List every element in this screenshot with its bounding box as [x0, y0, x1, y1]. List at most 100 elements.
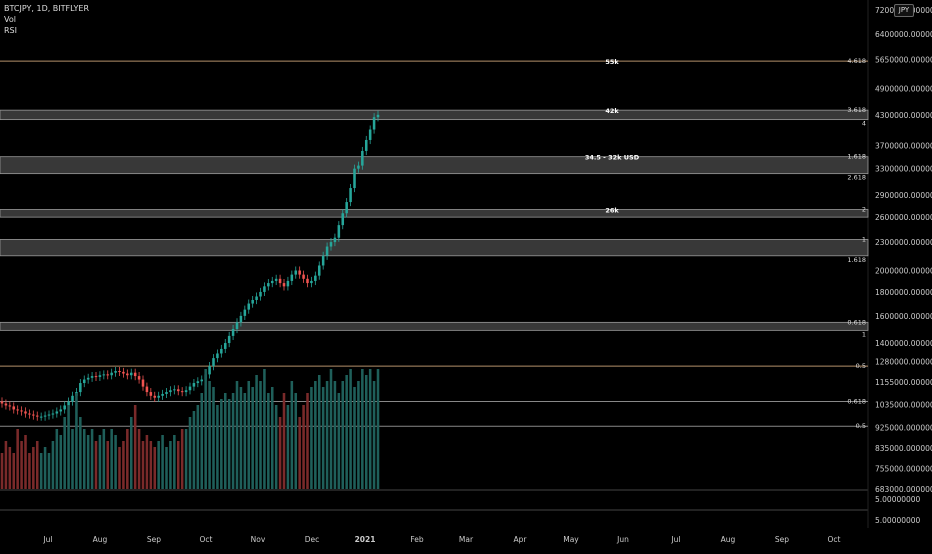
time-axis-label: Jul: [670, 535, 680, 544]
candle-body: [317, 265, 321, 276]
volume-bar: [306, 393, 309, 489]
candle-body: [220, 348, 223, 354]
currency-badge[interactable]: JPY: [894, 4, 914, 17]
volume-bar: [357, 381, 360, 489]
volume-bar: [20, 441, 23, 489]
price-axis-label: 5650000.00000000: [875, 55, 932, 64]
volume-bar: [94, 441, 98, 489]
candle-body: [32, 414, 35, 416]
candle-body: [372, 117, 376, 130]
volume-bar: [263, 369, 266, 489]
level-annotation: 26k: [605, 206, 619, 214]
candle-body: [231, 329, 235, 336]
volume-bar: [51, 441, 55, 489]
volume-bar: [32, 447, 35, 489]
volume-bar: [79, 417, 82, 489]
price-axis-label: 3700000.00000000: [875, 141, 932, 150]
candle-body: [196, 381, 200, 384]
volume-bar: [267, 393, 270, 489]
candle-body: [270, 280, 274, 284]
volume-bar: [35, 441, 39, 489]
candle-body: [98, 375, 102, 377]
volume-bar: [235, 381, 239, 489]
volume-bar: [169, 441, 172, 489]
price-axis-label: 3300000.00000000: [875, 165, 932, 174]
volume-bar: [39, 453, 43, 489]
volume-bar: [341, 381, 345, 489]
fib-ratio-label: 3.618: [847, 106, 866, 114]
volume-bar: [227, 399, 231, 489]
chart-legend: BTCJPY, 1D, BITFLYER Vol RSI: [4, 3, 89, 36]
candle-body: [110, 372, 113, 376]
candle-body: [71, 395, 74, 402]
candle-body: [24, 411, 27, 414]
volume-bar: [47, 453, 51, 489]
fib-ratio-label: 1.618: [847, 256, 866, 264]
fib-ratio-label: 1.618: [847, 153, 866, 161]
time-axis-label: May: [563, 535, 579, 544]
candle-body: [286, 280, 290, 287]
volume-bar: [145, 435, 149, 489]
volume-bar: [251, 387, 254, 489]
price-axis-label: 1800000.00000000: [875, 288, 932, 297]
volume-bar: [0, 453, 4, 489]
fib-ratio-label: 0.618: [847, 398, 866, 406]
candle-body: [59, 409, 63, 412]
volume-bar: [173, 435, 176, 489]
candle-body: [337, 225, 341, 238]
volume-bar: [243, 393, 247, 489]
candle-body: [126, 373, 129, 376]
candle-body: [223, 343, 227, 349]
candle-body: [122, 371, 125, 374]
time-axis-label: Sep: [147, 535, 161, 544]
volume-bar: [82, 429, 86, 489]
candle-body: [263, 286, 266, 292]
candle-body: [153, 395, 157, 398]
volume-bar: [223, 393, 227, 489]
candle-body: [298, 270, 301, 275]
volume-bar: [361, 369, 364, 489]
price-axis-label: 683000.00000000: [875, 485, 932, 494]
volume-bar: [71, 429, 74, 489]
level-annotation: 42k: [605, 107, 619, 115]
candle-body: [357, 165, 360, 169]
fib-zone: [0, 109, 869, 121]
volume-bar: [28, 453, 31, 489]
candle-body: [345, 202, 348, 214]
volume-bar: [122, 441, 125, 489]
candle-body: [247, 303, 251, 310]
volume-bar: [188, 417, 192, 489]
candle-body: [302, 274, 305, 279]
volume-indicator-label[interactable]: Vol: [4, 15, 16, 24]
candle-body: [8, 405, 12, 407]
candle-body: [63, 405, 66, 410]
price-axis-label: 2000000.00000000: [875, 267, 932, 276]
volume-bar: [118, 447, 121, 489]
volume-bar: [368, 369, 372, 489]
volume-bar: [43, 447, 47, 489]
volume-bar: [239, 387, 243, 489]
volume-bar: [204, 369, 207, 489]
volume-bar: [314, 381, 317, 489]
level-annotation: 34.5 - 32k USD: [585, 154, 640, 162]
volume-bar: [329, 369, 333, 489]
volume-bar: [8, 447, 12, 489]
fib-zone: [0, 321, 869, 331]
candle-body: [0, 401, 4, 404]
candle-body: [255, 296, 258, 300]
candle-body: [114, 371, 117, 373]
candle-body: [212, 358, 215, 367]
volume-bar: [16, 429, 19, 489]
time-axis-label: Oct: [828, 535, 841, 544]
candle-body: [251, 299, 254, 304]
rsi-indicator-label[interactable]: RSI: [4, 26, 17, 35]
volume-axis-label: 5.00000000: [875, 495, 921, 504]
candle-body: [16, 409, 19, 411]
volume-bar: [298, 417, 301, 489]
candle-body: [129, 372, 133, 376]
volume-bar: [337, 393, 341, 489]
volume-bar: [349, 369, 352, 489]
volume-bar: [333, 381, 337, 489]
